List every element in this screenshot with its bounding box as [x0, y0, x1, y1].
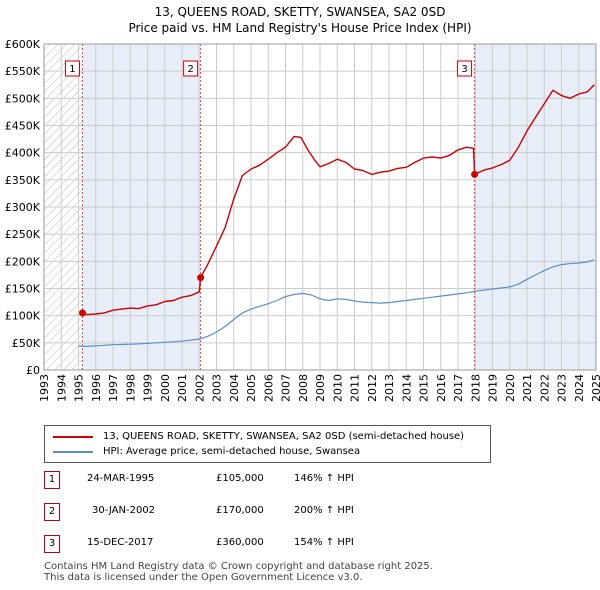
- y-tick-label: £100K: [5, 310, 41, 323]
- x-tick-label: 2015: [418, 374, 431, 402]
- y-tick-label: £200K: [5, 255, 41, 268]
- y-axis-tick-labels: £0 £50K £100K £150K £200K £250K £300K £350K £400…: [5, 38, 41, 377]
- y-tick-label: £550K: [5, 65, 41, 78]
- property-price-line: [82, 84, 595, 316]
- sale-hpi-change: 200% ↑ HPI: [294, 505, 354, 516]
- sale-price: £170,000: [216, 505, 264, 516]
- x-tick-label: 2002: [193, 374, 206, 402]
- sale-hpi-change: 154% ↑ HPI: [294, 537, 354, 548]
- legend-label-hpi: HPI: Average price, semi-detached house,…: [103, 446, 361, 457]
- legend-swatch-property: [53, 436, 93, 438]
- sale-row: 2 30-JAN-2002 £170,000 200% ↑ HPI: [44, 503, 444, 521]
- sale-number-badge: 2: [44, 503, 60, 521]
- sale-date: 30-JAN-2002: [92, 505, 156, 516]
- sale-marker-box: [457, 60, 473, 77]
- price-chart: £0 £50K £100K £150K £200K £250K £300K £350K £400…: [5, 38, 600, 402]
- x-tick-label: 2012: [366, 374, 379, 402]
- x-tick-label: 2020: [504, 374, 517, 402]
- x-axis-tick-labels: 1993 1994 1995 1996 1997 1998 1999 2000 2001 2002…: [38, 374, 600, 402]
- sale-point: [471, 170, 479, 178]
- y-tick-label: £150K: [5, 283, 41, 296]
- x-tick-label: 2022: [538, 374, 551, 402]
- sale-row: 1 24-MAR-1995 £105,000 146% ↑ HPI: [44, 471, 444, 489]
- sale-points: [78, 170, 479, 317]
- x-tick-label: 2001: [176, 374, 189, 402]
- footer-line1: Contains HM Land Registry data © Crown c…: [44, 561, 433, 572]
- sale-row: 3 15-DEC-2017 £360,000 154% ↑ HPI: [44, 535, 444, 553]
- x-tick-label: 2024: [573, 374, 586, 402]
- x-tick-label: 2021: [521, 374, 534, 402]
- y-tick-label: £400K: [5, 147, 41, 160]
- chart-title-line1: 13, QUEENS ROAD, SKETTY, SWANSEA, SA2 0S…: [154, 5, 446, 19]
- hpi-line: [78, 259, 595, 347]
- sale-hpi-change: 146% ↑ HPI: [294, 473, 354, 484]
- sale-point: [197, 274, 205, 282]
- x-tick-label: 1999: [142, 374, 155, 402]
- x-tick-label: 2009: [314, 374, 327, 402]
- plot-frame: [43, 43, 597, 371]
- x-tick-label: 1995: [73, 374, 86, 402]
- x-tick-label: 2014: [400, 374, 413, 402]
- x-tick-label: 2004: [228, 374, 241, 402]
- x-tick-label: 1998: [124, 374, 137, 402]
- x-tick-label: 2016: [435, 374, 448, 402]
- series-lines: [78, 84, 595, 347]
- x-tick-label: 2007: [280, 374, 293, 402]
- chart-title: 13, QUEENS ROAD, SKETTY, SWANSEA, SA2 0S…: [0, 4, 600, 36]
- y-tick-label: £50K: [12, 337, 41, 350]
- sale-date: 24-MAR-1995: [87, 473, 155, 484]
- footer: Contains HM Land Registry data © Crown c…: [44, 561, 433, 583]
- sale-number-badge: 1: [44, 471, 60, 489]
- chart-title-line2: Price paid vs. HM Land Registry's House …: [128, 21, 472, 35]
- x-tick-label: 2025: [590, 374, 600, 402]
- y-tick-label: £450K: [5, 120, 41, 133]
- x-tick-label: 2019: [487, 374, 500, 402]
- x-tick-label: 1993: [38, 374, 51, 402]
- y-tick-label: £250K: [5, 228, 41, 241]
- legend: 13, QUEENS ROAD, SKETTY, SWANSEA, SA2 0S…: [44, 425, 491, 463]
- x-tick-label: 2008: [297, 374, 310, 402]
- x-tick-label: 2011: [349, 374, 362, 402]
- legend-label-property: 13, QUEENS ROAD, SKETTY, SWANSEA, SA2 0S…: [103, 431, 465, 442]
- x-tick-label: 2023: [556, 374, 569, 402]
- y-tick-label: £350K: [5, 174, 41, 187]
- y-tick-label: £600K: [5, 38, 41, 51]
- x-tick-label: 2018: [469, 374, 482, 402]
- x-tick-label: 2000: [159, 374, 172, 402]
- x-tick-label: 2006: [262, 374, 275, 402]
- sale-date: 15-DEC-2017: [87, 537, 154, 548]
- sale-marker-box: [64, 60, 80, 77]
- x-tick-label: 2013: [383, 374, 396, 402]
- x-tick-label: 2017: [452, 374, 465, 402]
- y-tick-label: £0: [26, 364, 40, 377]
- sale-marker-number: 2: [187, 64, 193, 75]
- sale-marker-number: 1: [69, 64, 75, 75]
- x-tick-label: 1994: [55, 374, 68, 402]
- y-tick-label: £300K: [5, 201, 41, 214]
- sale-marker-number: 3: [461, 64, 467, 75]
- sale-number-badge: 3: [44, 535, 60, 553]
- x-tick-label: 2003: [211, 374, 224, 402]
- sale-point: [78, 309, 86, 317]
- legend-swatch-hpi: [53, 451, 93, 453]
- x-tick-label: 1996: [90, 374, 103, 402]
- y-tick-label: £500K: [5, 92, 41, 105]
- sale-price: £360,000: [216, 537, 264, 548]
- x-tick-label: 2010: [331, 374, 344, 402]
- sale-marker-box: [183, 60, 199, 77]
- sale-marker-labels: 1 2 3: [64, 60, 473, 77]
- footer-line2: This data is licensed under the Open Gov…: [44, 572, 363, 583]
- sale-price: £105,000: [216, 473, 264, 484]
- x-tick-label: 2005: [245, 374, 258, 402]
- x-tick-label: 1997: [107, 374, 120, 402]
